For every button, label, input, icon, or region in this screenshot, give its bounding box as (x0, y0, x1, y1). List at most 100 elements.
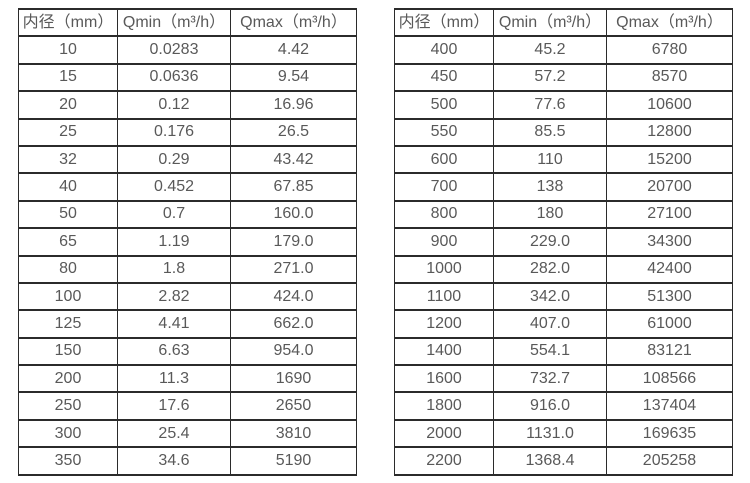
qmin-cell: 916.0 (493, 391, 607, 421)
qmax-cell: 2650 (230, 391, 357, 421)
diameter-cell: 20 (18, 90, 118, 120)
diameter-cell: 50 (18, 199, 118, 230)
diameter-cell: 250 (18, 391, 118, 421)
table-row: 100 2.82 424.0 (18, 281, 357, 312)
table-row: 1000 282.0 42400 (394, 254, 733, 284)
qmax-cell: 83121 (606, 336, 733, 367)
table-row: 1600 732.7 108566 (394, 364, 733, 394)
qmax-cell: 662.0 (230, 309, 357, 339)
header-cell: Qmin（m³/h） (493, 7, 607, 38)
qmin-cell: 11.3 (117, 364, 231, 394)
qmin-cell: 138 (493, 172, 607, 202)
diameter-cell: 15 (18, 62, 118, 93)
qmax-cell: 6780 (606, 35, 733, 65)
qmax-cell: 954.0 (230, 336, 357, 367)
qmin-cell: 77.6 (493, 90, 607, 120)
table-row: 1400 554.1 83121 (394, 336, 733, 367)
table-row: 250 17.6 2650 (18, 391, 357, 421)
qmin-cell: 0.0636 (117, 62, 231, 93)
diameter-cell: 1200 (394, 309, 494, 339)
qmax-cell: 169635 (606, 418, 733, 449)
table-row: 150 6.63 954.0 (18, 336, 357, 367)
qmin-cell: 25.4 (117, 418, 231, 449)
diameter-cell: 10 (18, 35, 118, 65)
qmax-cell: 67.85 (230, 172, 357, 202)
qmin-cell: 4.41 (117, 309, 231, 339)
qmin-cell: 45.2 (493, 35, 607, 65)
qmax-cell: 43.42 (230, 144, 357, 175)
qmax-cell: 34300 (606, 227, 733, 257)
qmin-cell: 2.82 (117, 281, 231, 312)
table-row: 800 180 27100 (394, 199, 733, 230)
diameter-cell: 800 (394, 199, 494, 230)
table-row: 2200 1368.4 205258 (394, 446, 733, 476)
qmax-cell: 205258 (606, 446, 733, 476)
diameter-cell: 600 (394, 144, 494, 175)
table-row: 1200 407.0 61000 (394, 309, 733, 339)
diameter-cell: 32 (18, 144, 118, 175)
qmax-cell: 108566 (606, 364, 733, 394)
table-row: 32 0.29 43.42 (18, 144, 357, 175)
table-row: 450 57.2 8570 (394, 62, 733, 93)
qmin-cell: 0.176 (117, 117, 231, 147)
header-row: 内径（mm） Qmin（m³/h） Qmax（m³/h） (18, 7, 357, 38)
table-row: 65 1.19 179.0 (18, 227, 357, 257)
table-row: 500 77.6 10600 (394, 90, 733, 120)
qmin-cell: 282.0 (493, 254, 607, 284)
qmin-cell: 0.7 (117, 199, 231, 230)
qmax-cell: 27100 (606, 199, 733, 230)
qmin-cell: 57.2 (493, 62, 607, 93)
table-row: 400 45.2 6780 (394, 35, 733, 65)
qmin-cell: 34.6 (117, 446, 231, 476)
diameter-cell: 80 (18, 254, 118, 284)
qmax-cell: 15200 (606, 144, 733, 175)
qmax-cell: 26.5 (230, 117, 357, 147)
header-cell: Qmax（m³/h） (230, 7, 357, 38)
qmin-cell: 180 (493, 199, 607, 230)
qmax-cell: 51300 (606, 281, 733, 312)
diameter-cell: 25 (18, 117, 118, 147)
qmax-cell: 137404 (606, 391, 733, 421)
diameter-cell: 550 (394, 117, 494, 147)
qmax-cell: 4.42 (230, 35, 357, 65)
qmin-cell: 554.1 (493, 336, 607, 367)
header-cell: Qmax（m³/h） (606, 7, 733, 38)
diameter-cell: 1100 (394, 281, 494, 312)
qmax-cell: 5190 (230, 446, 357, 476)
diameter-cell: 200 (18, 364, 118, 394)
qmax-cell: 42400 (606, 254, 733, 284)
table-row: 25 0.176 26.5 (18, 117, 357, 147)
table-row: 600 110 15200 (394, 144, 733, 175)
qmin-cell: 0.12 (117, 90, 231, 120)
qmax-cell: 3810 (230, 418, 357, 449)
qmax-cell: 1690 (230, 364, 357, 394)
qmin-cell: 1.8 (117, 254, 231, 284)
qmin-cell: 342.0 (493, 281, 607, 312)
table-row: 900 229.0 34300 (394, 227, 733, 257)
diameter-cell: 65 (18, 227, 118, 257)
diameter-cell: 500 (394, 90, 494, 120)
qmin-cell: 732.7 (493, 364, 607, 394)
qmax-cell: 424.0 (230, 281, 357, 312)
table-row: 125 4.41 662.0 (18, 309, 357, 339)
qmax-cell: 8570 (606, 62, 733, 93)
qmin-cell: 17.6 (117, 391, 231, 421)
table-row: 80 1.8 271.0 (18, 254, 357, 284)
qmin-cell: 0.452 (117, 172, 231, 202)
qmin-cell: 229.0 (493, 227, 607, 257)
table-row: 350 34.6 5190 (18, 446, 357, 476)
qmax-cell: 271.0 (230, 254, 357, 284)
diameter-cell: 350 (18, 446, 118, 476)
table-row: 700 138 20700 (394, 172, 733, 202)
qmin-cell: 6.63 (117, 336, 231, 367)
table-row: 20 0.12 16.96 (18, 90, 357, 120)
table-row: 15 0.0636 9.54 (18, 62, 357, 93)
diameter-cell: 2000 (394, 418, 494, 449)
qmin-cell: 407.0 (493, 309, 607, 339)
qmin-cell: 1368.4 (493, 446, 607, 476)
diameter-cell: 1600 (394, 364, 494, 394)
qmax-cell: 61000 (606, 309, 733, 339)
qmin-cell: 110 (493, 144, 607, 175)
table-row: 50 0.7 160.0 (18, 199, 357, 230)
